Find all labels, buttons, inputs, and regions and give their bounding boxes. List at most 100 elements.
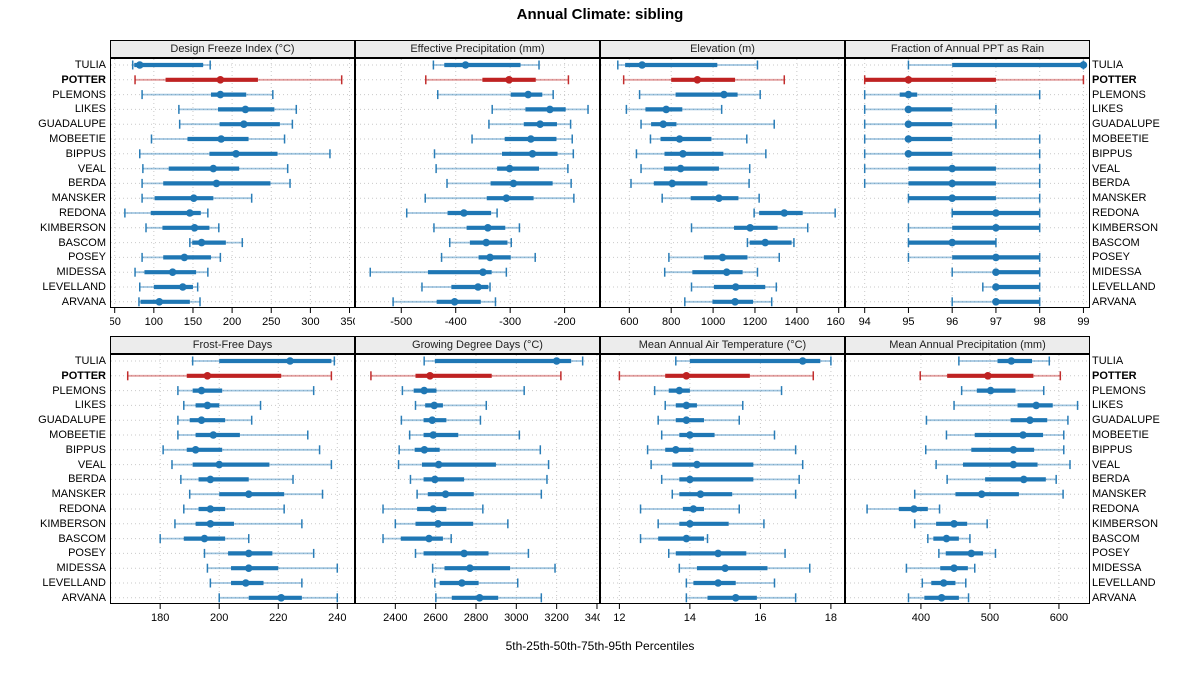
median-dot: [992, 268, 1000, 276]
percentile-row-levelland: [982, 282, 1041, 292]
station-label-left-arvana: ARVANA: [61, 295, 106, 308]
median-dot: [731, 298, 739, 306]
median-dot: [910, 505, 918, 513]
percentile-row-kimberson: [657, 519, 765, 529]
median-dot: [426, 372, 434, 380]
median-dot: [686, 520, 694, 528]
tick-label: -300: [499, 316, 521, 328]
station-label-right-plemons: PLEMONS: [1092, 384, 1146, 397]
percentile-row-berda: [141, 178, 291, 188]
median-dot: [206, 520, 215, 528]
median-dot: [718, 253, 727, 262]
percentile-row-mobeetie: [408, 430, 521, 440]
station-label-right-potter: POTTER: [1092, 73, 1137, 86]
median-dot: [675, 386, 684, 395]
percentile-row-bascom: [189, 238, 244, 248]
station-label-right-kimberson: KIMBERSON: [1092, 221, 1159, 234]
median-dot: [505, 76, 513, 84]
tick-label: 250: [262, 316, 280, 328]
median-dot: [197, 386, 206, 395]
percentile-row-guadalupe: [657, 415, 740, 425]
median-dot: [420, 386, 428, 395]
station-label-left-kimberson: KIMBERSON: [39, 517, 106, 530]
median-dot: [679, 150, 687, 158]
median-dot: [168, 268, 177, 276]
median-dot: [536, 120, 544, 128]
percentile-row-posey: [440, 252, 536, 262]
percentile-row-likes: [183, 400, 262, 410]
percentile-row-midessa: [369, 267, 508, 277]
percentile-row-veal: [142, 164, 289, 174]
panel-strip-growing-degree-days-c: Growing Degree Days (°C): [355, 336, 600, 354]
station-label-left-mansker: MANSKER: [51, 488, 106, 501]
median-dot: [1019, 431, 1027, 439]
median-dot: [937, 594, 946, 602]
median-dot: [671, 446, 680, 454]
station-label-right-likes: LIKES: [1092, 399, 1124, 412]
median-dot: [992, 298, 1000, 306]
station-label-left-bascom: BASCOM: [58, 532, 106, 545]
median-dot: [429, 505, 438, 513]
station-label-right-plemons: PLEMONS: [1092, 88, 1146, 101]
percentile-row-kimberson: [394, 519, 509, 529]
percentile-row-guadalupe: [925, 415, 1069, 425]
panel-strip-mean-annual-precipitation-mm: Mean Annual Precipitation (mm): [845, 336, 1090, 354]
median-dot: [904, 150, 913, 158]
tick-label: 3000: [504, 612, 528, 624]
median-dot: [693, 460, 701, 469]
percentile-row-redona: [405, 208, 498, 218]
percentile-row-mobeetie: [863, 134, 1041, 144]
percentile-row-kimberson: [690, 223, 809, 233]
percentile-row-bippus: [138, 149, 331, 159]
median-dot: [761, 238, 770, 247]
median-dot: [904, 135, 913, 143]
panel-mean-annual-precipitation-mm: 400 500 600: [845, 354, 1090, 624]
tick-label: 2600: [423, 612, 447, 624]
percentile-row-mansker: [141, 193, 253, 203]
tick-label: 200: [223, 316, 241, 328]
percentile-row-kimberson: [913, 519, 988, 529]
median-dot: [668, 179, 677, 188]
percentile-row-potter: [919, 371, 1062, 381]
median-dot: [180, 253, 189, 262]
percentile-row-redona: [183, 504, 285, 514]
median-dot: [746, 224, 754, 232]
percentile-row-plemons: [863, 90, 1041, 100]
median-dot: [638, 61, 646, 69]
percentile-row-veal: [650, 460, 804, 470]
median-dot: [689, 505, 698, 513]
percentile-row-arvana: [951, 297, 1041, 307]
tick-label: 14: [684, 612, 696, 624]
station-label-right-berda: BERDA: [1092, 177, 1130, 190]
median-dot: [720, 90, 728, 99]
median-dot: [942, 534, 951, 543]
panel-strip-mean-annual-air-temperature-c: Mean Annual Air Temperature (°C): [600, 336, 845, 354]
percentile-row-plemons: [401, 386, 525, 396]
station-label-right-midessa: MIDESSA: [1092, 266, 1142, 279]
station-label-right-bascom: BASCOM: [1092, 236, 1140, 249]
station-label-left-plemons: PLEMONS: [52, 384, 106, 397]
median-dot: [524, 90, 532, 99]
tick-label: 600: [620, 316, 638, 328]
median-dot: [460, 549, 468, 558]
percentile-row-tulia: [432, 60, 540, 70]
median-dot: [948, 238, 956, 247]
station-label-right-posey: POSEY: [1092, 251, 1130, 264]
percentile-row-posey: [907, 252, 1041, 262]
tick-label: 3200: [544, 612, 568, 624]
percentile-row-kimberson: [145, 223, 220, 233]
percentile-row-bippus: [924, 445, 1065, 455]
station-label-right-kimberson: KIMBERSON: [1092, 517, 1159, 530]
percentile-row-veal: [435, 164, 569, 174]
median-dot: [197, 416, 206, 424]
median-dot: [1079, 61, 1088, 69]
median-dot: [217, 135, 225, 143]
median-dot: [502, 194, 511, 202]
median-dot: [425, 534, 433, 543]
percentile-row-mansker: [424, 193, 575, 203]
station-label-left-midessa: MIDESSA: [56, 562, 106, 575]
percentile-row-veal: [935, 460, 1071, 470]
median-dot: [232, 150, 240, 158]
panel-design-freeze-index-c: 50 100 150 200 250 300 350: [110, 58, 355, 328]
median-dot: [715, 194, 723, 202]
